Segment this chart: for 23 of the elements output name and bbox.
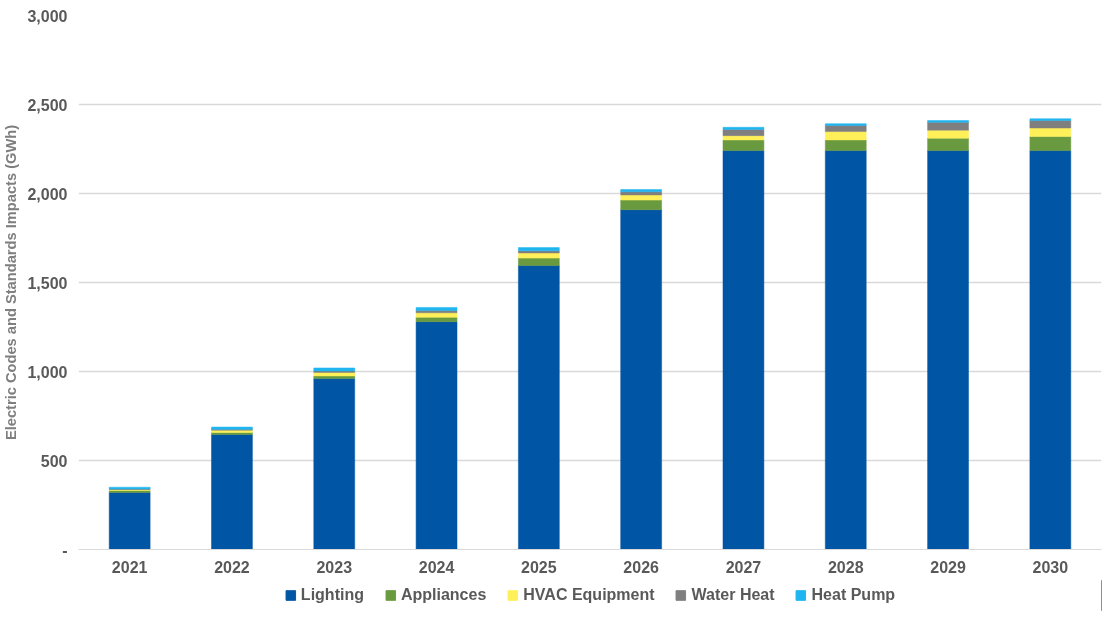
x-tick-label: 2030	[1032, 558, 1069, 576]
legend-label: Lighting	[300, 586, 364, 604]
x-tick-label: 2026	[623, 558, 660, 576]
legend-label: Water Heat	[691, 586, 775, 604]
y-tick-label: 500	[40, 452, 68, 470]
x-tick-label: 2028	[827, 558, 864, 576]
y-tick-label: 1,000	[27, 363, 68, 381]
x-tick-label: 2027	[725, 558, 762, 576]
y-tick-label: 2,000	[27, 185, 68, 203]
y-axis-title: Electric Codes and Standards Impacts (GWh)	[3, 124, 20, 441]
legend-label: HVAC Equipment	[523, 586, 655, 604]
x-tick-label: 2029	[930, 558, 966, 576]
legend-label: Heat Pump	[811, 586, 896, 604]
x-tick-label: 2025	[521, 558, 557, 576]
x-tick-label: 2024	[418, 558, 455, 576]
y-tick-label: 2,500	[27, 96, 68, 114]
x-tick-label: 2021	[111, 558, 148, 576]
legend-label: Appliances	[400, 586, 487, 604]
y-tick-label: 1,500	[27, 274, 68, 292]
y-tick-label: 3,000	[27, 7, 68, 25]
x-tick-label: 2023	[316, 558, 353, 576]
x-tick-label: 2022	[214, 558, 250, 576]
y-tick-label: -	[62, 541, 68, 559]
